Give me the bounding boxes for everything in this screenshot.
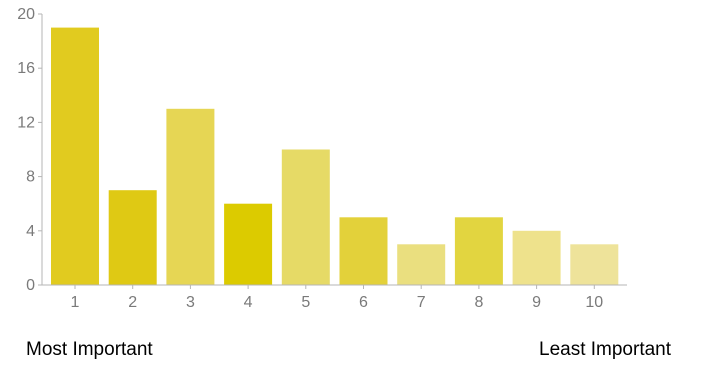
x-tick-label: 10 (585, 294, 603, 311)
caption-most-important: Most Important (26, 339, 153, 360)
x-tick-label: 7 (417, 294, 426, 311)
y-tick-label: 16 (17, 60, 35, 77)
bar-5 (281, 149, 330, 285)
bar-4 (224, 203, 273, 285)
bar-6 (339, 217, 388, 286)
bar-2 (108, 190, 157, 285)
x-tick-label: 6 (359, 294, 368, 311)
y-ticks-group: 0 4 8 12 16 20 (17, 6, 42, 294)
bar-7 (397, 244, 446, 285)
bar-1 (51, 27, 99, 285)
x-tick-label: 3 (186, 294, 195, 311)
bar-3 (166, 108, 215, 285)
x-ticks-group: 1 2 3 4 5 6 7 8 9 10 (71, 285, 603, 311)
x-tick-label: 4 (244, 294, 253, 311)
x-tick-label: 2 (128, 294, 137, 311)
y-tick-label: 0 (26, 277, 35, 294)
x-tick-label: 1 (71, 294, 80, 311)
x-tick-label: 9 (532, 294, 541, 311)
caption-least-important: Least Important (539, 339, 672, 360)
y-tick-label: 8 (26, 169, 35, 186)
bar-8 (454, 217, 503, 286)
bar-10 (570, 244, 619, 285)
x-tick-label: 8 (474, 294, 483, 311)
x-tick-label: 5 (301, 294, 310, 311)
bars-group (51, 27, 619, 286)
bar-9 (512, 230, 561, 285)
y-tick-label: 20 (17, 6, 35, 23)
y-tick-label: 4 (26, 223, 35, 240)
y-tick-label: 12 (17, 114, 35, 131)
